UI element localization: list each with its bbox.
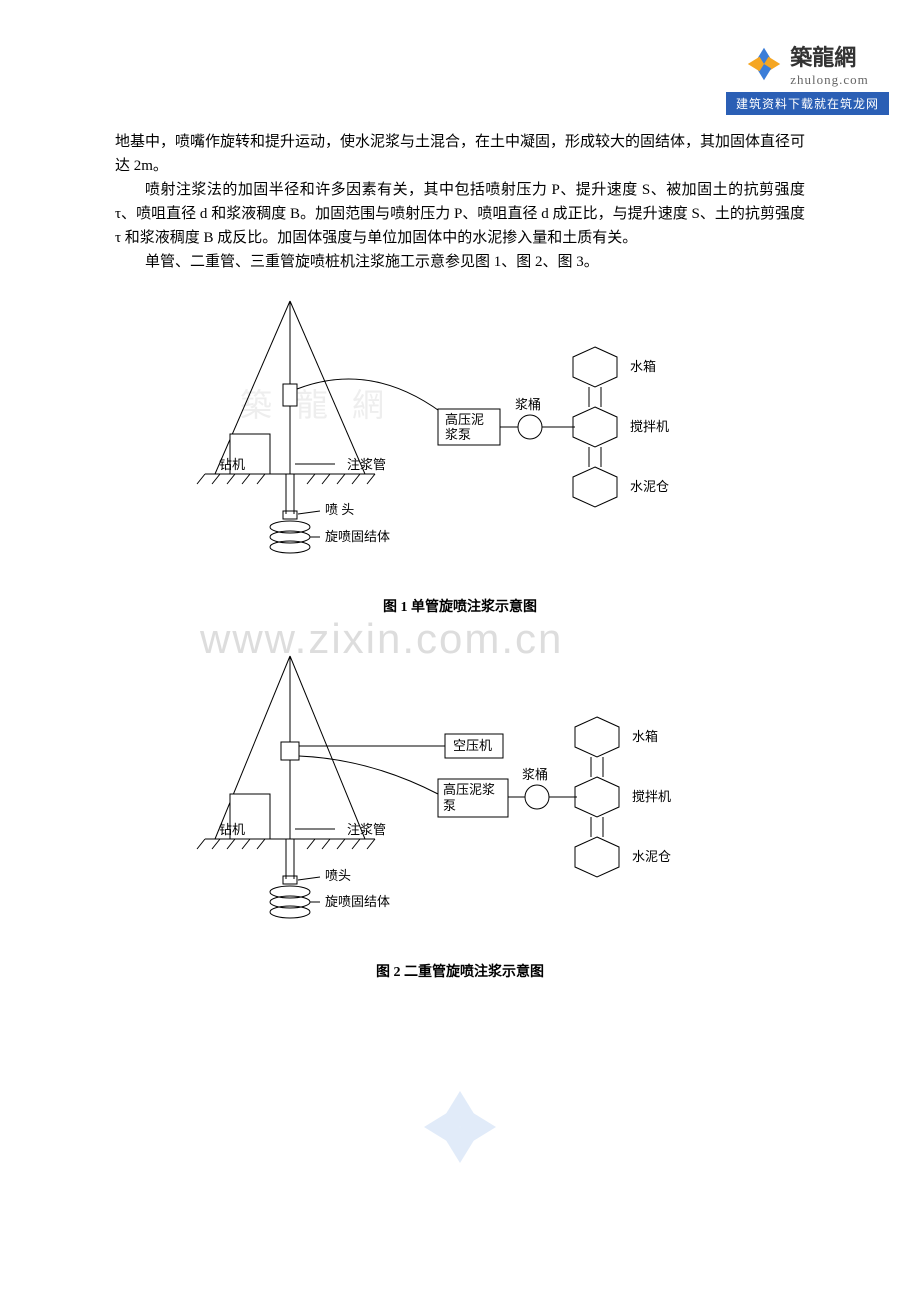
logo-cn-text: 築龍網	[790, 40, 869, 72]
fig2-solid-label: 旋喷固结体	[325, 894, 390, 909]
fig2-drill-label: 钻机	[219, 822, 245, 837]
site-logo: 築龍網 zhulong.com 建筑资料下载就在筑龙网	[710, 40, 905, 110]
figure-2-caption: 图 2 二重管旋喷注浆示意图	[115, 962, 805, 984]
fig2-pump-label-l2: 泵	[443, 798, 456, 813]
fig1-pump-label-l1: 高压泥	[445, 412, 484, 427]
fig1-mixer-label: 搅拌机	[630, 419, 669, 434]
fig1-grout-pipe-label: 注浆管	[347, 457, 386, 472]
logo-mark-icon	[746, 46, 782, 82]
fig2-nozzle-label: 喷头	[325, 868, 351, 883]
figure-1-caption: 图 1 单管旋喷注浆示意图	[115, 597, 805, 619]
fig2-watertank-label: 水箱	[632, 729, 658, 744]
para-3: 单管、二重管、三重管旋喷桩机注浆施工示意参见图 1、图 2、图 3。	[115, 250, 805, 274]
fig2-mixer-label: 搅拌机	[632, 789, 671, 804]
page-content: 地基中，喷嘴作旋转和提升运动，使水泥浆与土混合，在土中凝固，形成较大的固结体，其…	[115, 130, 805, 985]
fig2-pump-label-l1: 高压泥浆	[443, 782, 495, 797]
fig1-drill-label: 钻机	[219, 457, 245, 472]
fig2-compressor-label: 空压机	[453, 738, 492, 753]
fig1-cement-label: 水泥仓	[630, 479, 669, 494]
fig1-bucket-label: 浆桶	[515, 397, 541, 412]
fig1-nozzle-label: 喷 头	[325, 502, 354, 517]
fig2-grout-pipe-label: 注浆管	[347, 822, 386, 837]
fig1-watertank-label: 水箱	[630, 359, 656, 374]
para-1: 地基中，喷嘴作旋转和提升运动，使水泥浆与土混合，在土中凝固，形成较大的固结体，其…	[115, 130, 805, 178]
fig1-pump-label-l2: 浆泵	[445, 427, 471, 442]
logo-tagline: 建筑资料下载就在筑龙网	[726, 92, 889, 115]
figure-2: 钻机 注浆管 喷头 旋喷固结体 空压机 高压泥浆 泵 浆桶 水箱 搅拌机 水泥仓…	[115, 644, 805, 984]
fig2-bucket-label: 浆桶	[522, 767, 548, 782]
fig2-cement-label: 水泥仓	[632, 849, 671, 864]
para-2: 喷射注浆法的加固半径和许多因素有关，其中包括喷射压力 P、提升速度 S、被加固土…	[115, 178, 805, 250]
fig1-solid-label: 旋喷固结体	[325, 529, 390, 544]
figure-1: 钻机 注浆管 喷 头 旋喷固结体 高压泥 浆泵 浆桶 水箱 搅拌机 水泥仓 图 …	[115, 289, 805, 619]
watermark-logo-icon	[420, 1087, 500, 1172]
logo-en-text: zhulong.com	[790, 72, 869, 88]
